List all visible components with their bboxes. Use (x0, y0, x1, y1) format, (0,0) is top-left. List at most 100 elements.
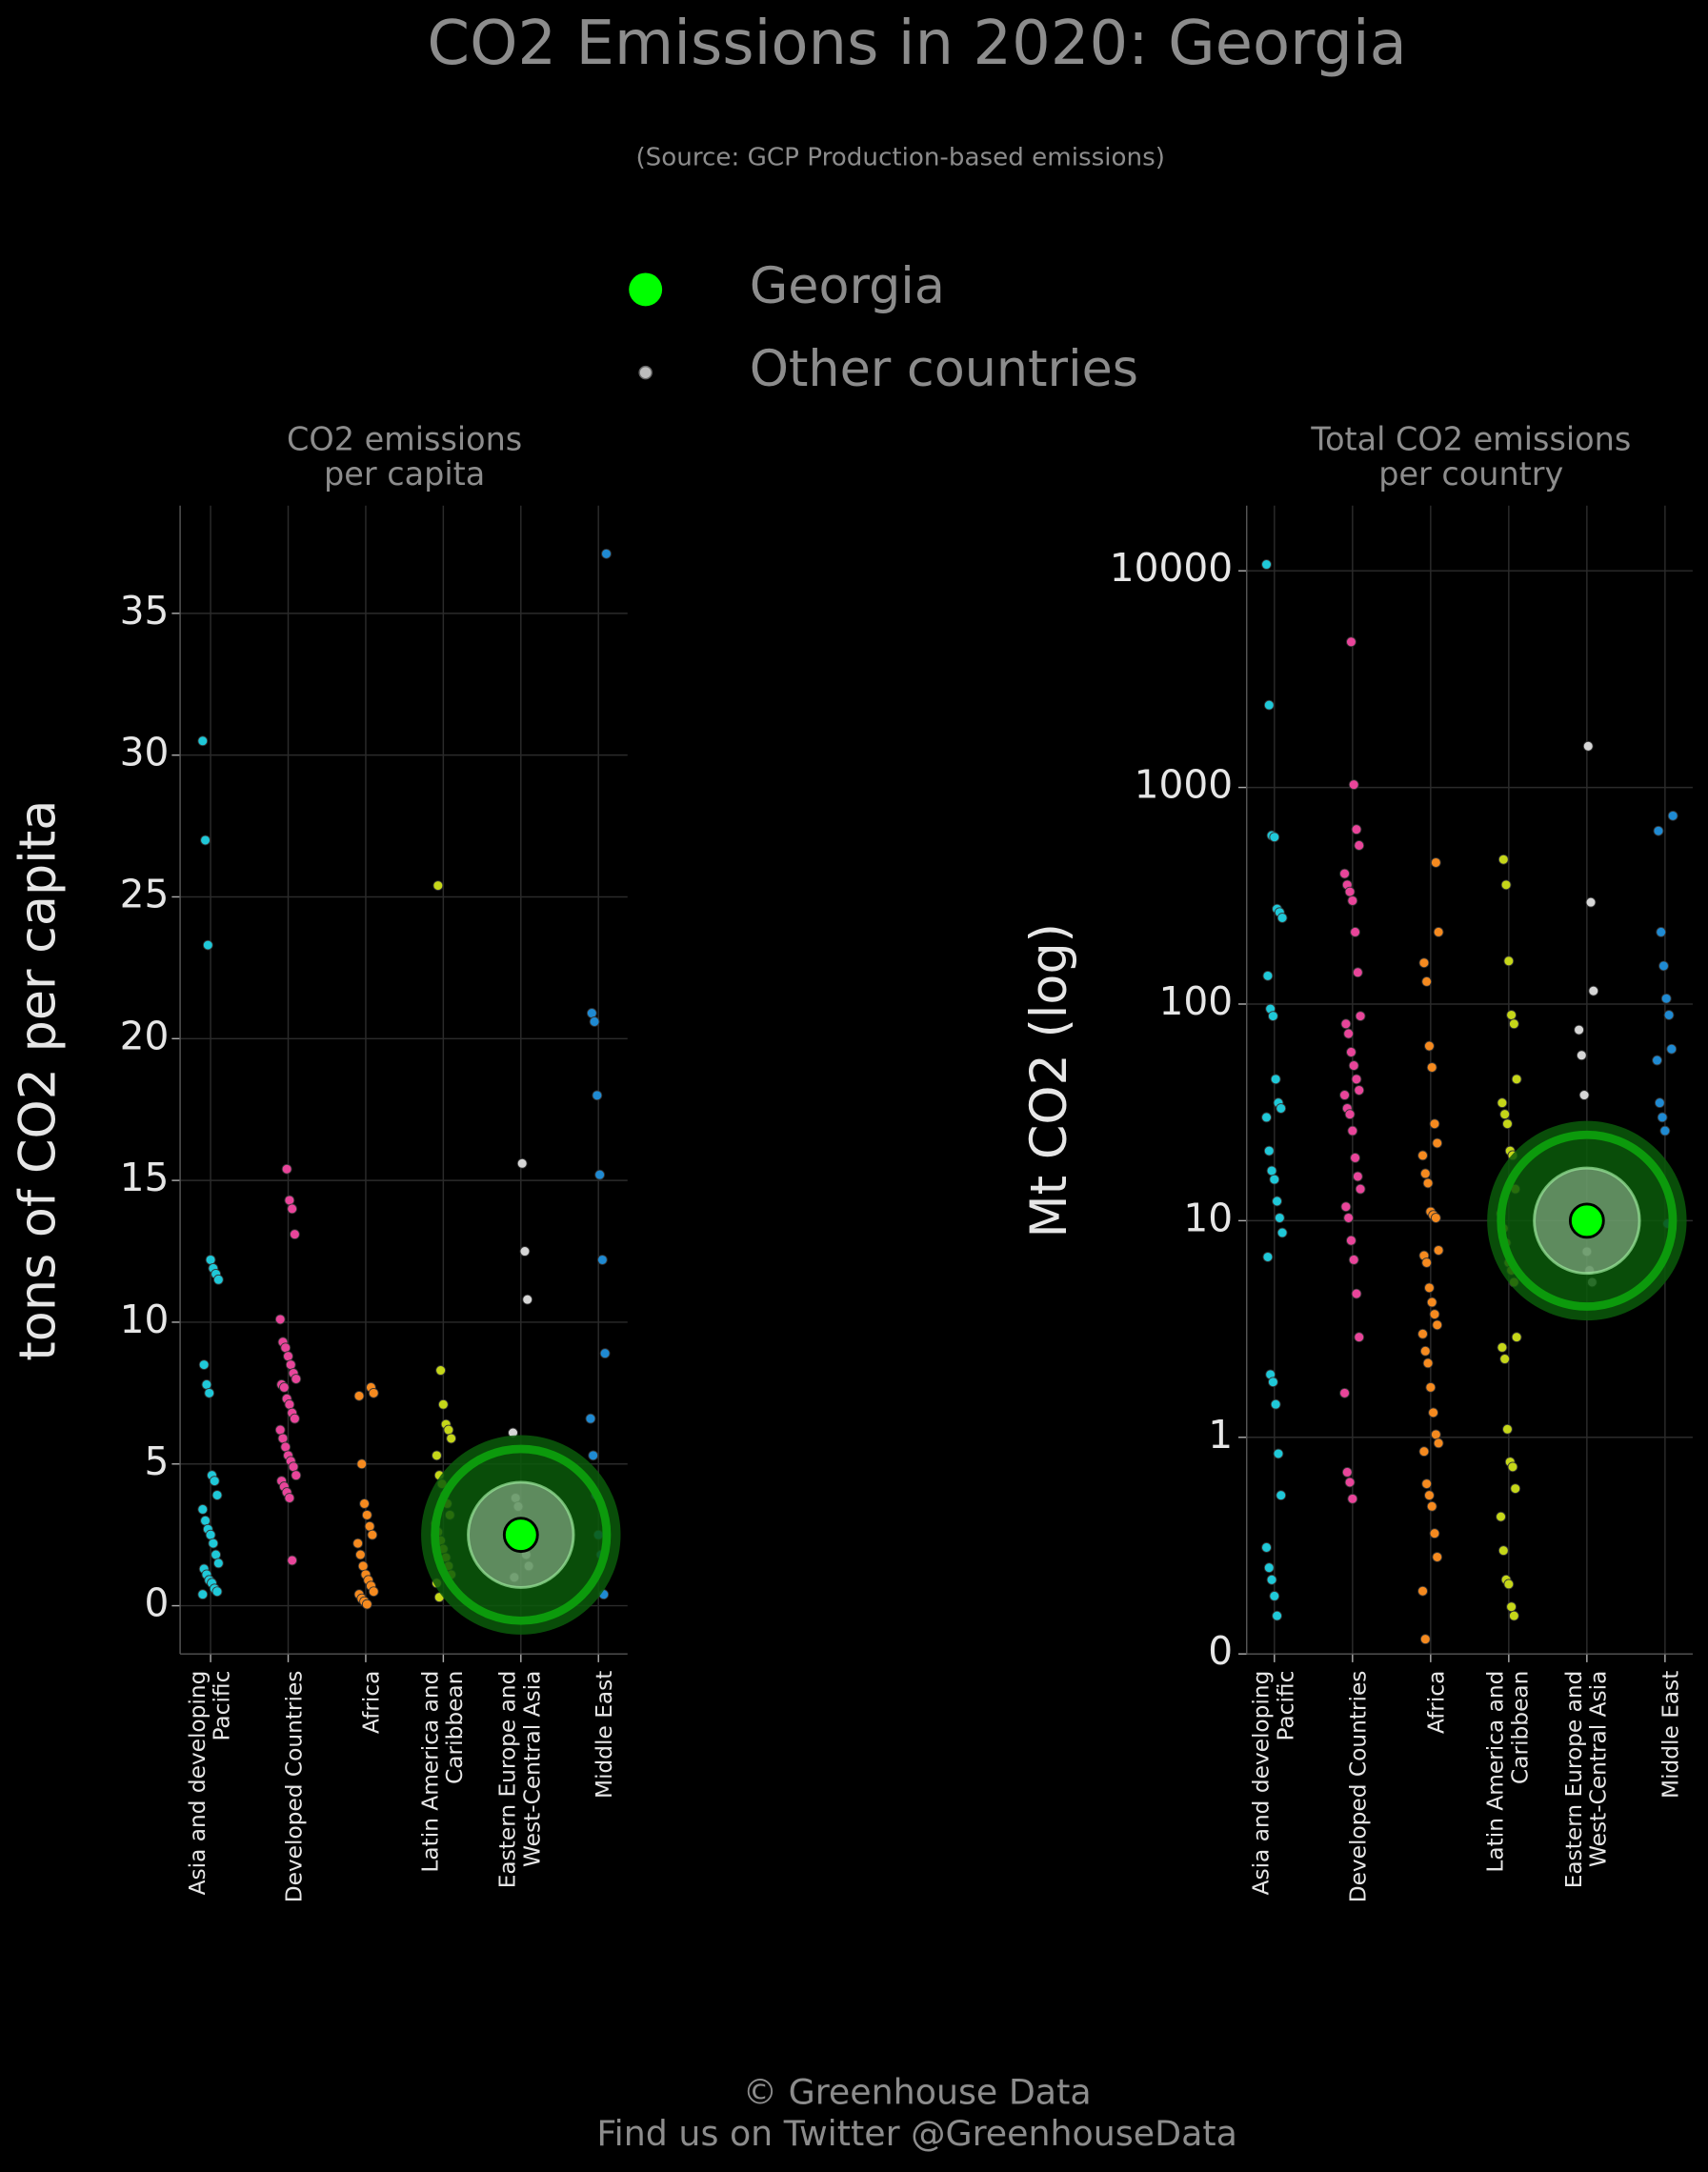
data-point (599, 1348, 611, 1359)
data-point (280, 1441, 291, 1453)
data-point (1429, 1309, 1440, 1319)
data-point (1652, 1055, 1662, 1066)
data-point (522, 1294, 533, 1305)
data-point (1274, 1213, 1285, 1223)
data-point (1422, 1358, 1434, 1369)
data-point (1354, 840, 1365, 851)
data-point (211, 1490, 223, 1500)
data-point (212, 1558, 224, 1569)
x-tick-label: Developed Countries (1346, 1671, 1372, 1903)
data-point (1424, 1040, 1435, 1052)
data-point (1346, 1235, 1356, 1246)
data-point (1272, 1196, 1282, 1207)
data-point (353, 1390, 365, 1401)
data-point (1430, 857, 1441, 868)
data-point (1654, 1097, 1665, 1109)
data-point (516, 1157, 528, 1169)
data-point (1496, 1511, 1506, 1522)
data-point (284, 1398, 295, 1410)
data-point (1352, 967, 1363, 978)
data-point (1666, 1043, 1678, 1055)
data-point (1430, 1213, 1441, 1223)
data-point (1421, 1257, 1433, 1268)
data-point (1355, 1011, 1366, 1021)
subplot-title: CO2 emissions per capita (287, 420, 522, 493)
data-point (1506, 1601, 1517, 1613)
y-tick-label: 1 (1208, 1412, 1233, 1458)
data-point (1269, 1591, 1280, 1601)
data-point (198, 1359, 210, 1370)
data-point (361, 1599, 372, 1610)
data-point (355, 1549, 366, 1560)
y-tick-label: 0 (145, 1580, 170, 1626)
data-point (432, 1450, 442, 1461)
x-tick-label: Latin America andCaribbean (417, 1671, 468, 1873)
data-point (359, 1498, 370, 1509)
highlight-ring (431, 1444, 612, 1625)
data-point (1269, 832, 1280, 843)
data-point (200, 1515, 211, 1526)
data-point (1354, 1085, 1365, 1096)
data-point (592, 1090, 603, 1101)
data-point (1503, 1579, 1515, 1590)
chart-title: CO2 Emissions in 2020: Georgia (427, 9, 1406, 79)
data-point (368, 1387, 379, 1398)
data-point (596, 1255, 608, 1265)
data-point (287, 1555, 298, 1566)
data-point (1339, 1090, 1350, 1100)
data-point (1419, 1634, 1431, 1645)
data-point (1346, 636, 1356, 648)
data-point (1582, 740, 1594, 752)
data-point (1273, 1448, 1284, 1459)
data-point (1506, 1010, 1517, 1020)
data-point (1502, 1423, 1513, 1435)
data-point (1263, 1145, 1275, 1156)
data-point (1266, 1574, 1277, 1585)
data-point (1272, 1610, 1282, 1621)
data-point (356, 1458, 368, 1470)
data-point (1658, 960, 1669, 972)
data-point (1511, 1074, 1522, 1085)
y-tick-label: 10000 (1110, 545, 1233, 591)
x-tick-label: Asia and developingPacific (184, 1671, 234, 1896)
x-tick-label: Middle East (1658, 1671, 1684, 1799)
data-point (589, 1016, 600, 1027)
data-point (352, 1538, 364, 1549)
y-tick-label: 30 (120, 730, 170, 775)
data-point (601, 548, 612, 559)
data-point (1344, 1109, 1356, 1120)
data-point (1497, 854, 1509, 865)
highlight-point (1568, 1202, 1605, 1239)
data-point (435, 1365, 446, 1376)
data-point (1270, 1074, 1281, 1085)
data-point (1351, 824, 1362, 835)
data-point (1339, 1387, 1350, 1398)
data-point (1653, 825, 1664, 836)
data-point (285, 1359, 296, 1370)
data-point (1656, 927, 1667, 937)
data-point (205, 1529, 216, 1540)
y-tick-label: 20 (120, 1013, 170, 1058)
data-point (443, 1424, 454, 1436)
x-tick-label: Eastern Europe andWest-Central Asia (1560, 1671, 1611, 1889)
data-point (1422, 1177, 1434, 1189)
data-point (1352, 1171, 1363, 1182)
y-axis-label: tons of CO2 per capita (10, 800, 68, 1361)
data-point (1351, 1288, 1362, 1299)
data-point (1418, 1446, 1430, 1458)
data-point (1339, 868, 1350, 879)
y-tick-label: 100 (1158, 978, 1233, 1024)
data-point (291, 1374, 302, 1384)
data-point (368, 1586, 379, 1598)
data-point (446, 1433, 457, 1444)
legend-label: Other countries (750, 340, 1138, 398)
data-point (201, 1379, 212, 1390)
data-point (586, 1008, 597, 1018)
data-point (211, 1549, 221, 1560)
data-point (519, 1246, 531, 1257)
data-point (278, 1382, 290, 1393)
y-axis-label: Mt CO2 (log) (1020, 923, 1078, 1238)
data-point (212, 1274, 224, 1285)
